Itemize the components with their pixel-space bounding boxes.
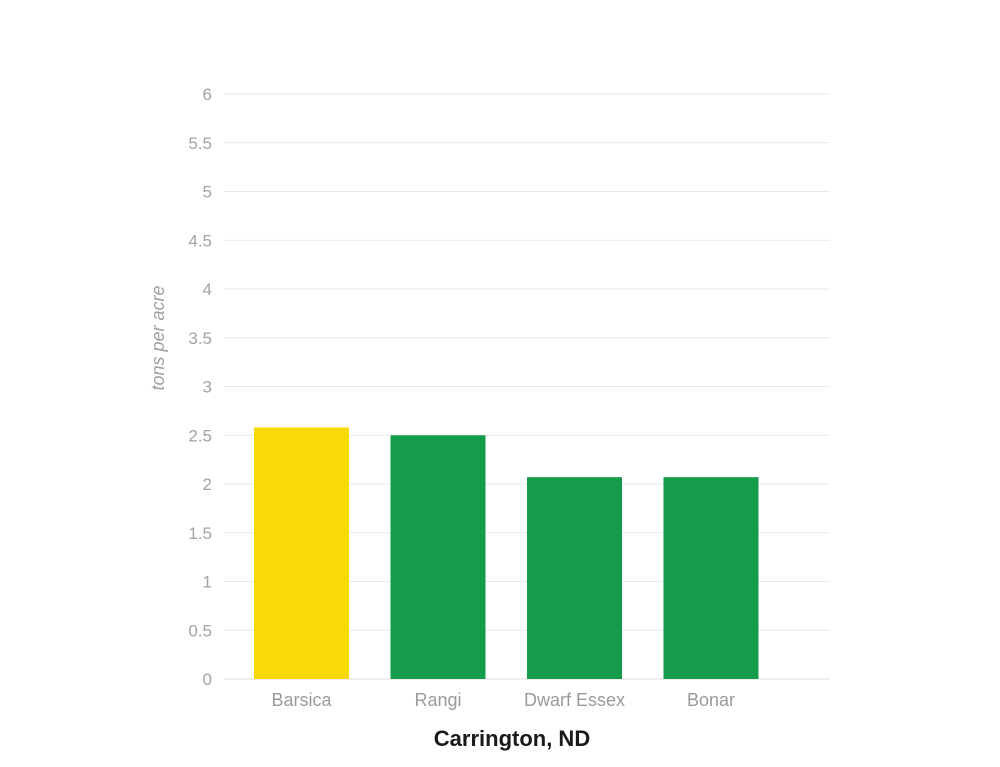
y-axis-ticks: 0 0.5 1 1.5 2 2.5 3 3.5 4 4.5 5 5.5 6 [188, 85, 212, 689]
bars [254, 427, 759, 679]
y-tick-label: 1.5 [188, 524, 212, 543]
y-tick-label: 0.5 [188, 621, 212, 640]
y-tick-label: 5 [203, 183, 212, 202]
bar-bonar [663, 477, 759, 679]
y-tick-label: 3 [203, 378, 212, 397]
x-tick-label: Dwarf Essex [524, 690, 625, 710]
y-tick-label: 0 [203, 670, 212, 689]
y-tick-label: 5.5 [188, 134, 212, 153]
y-tick-label: 2.5 [188, 426, 212, 445]
y-tick-label: 3.5 [188, 329, 212, 348]
y-tick-label: 2 [203, 475, 212, 494]
y-tick-label: 6 [203, 85, 212, 104]
x-axis-title: Carrington, ND [434, 726, 590, 751]
x-tick-label: Bonar [687, 690, 735, 710]
x-tick-label: Rangi [414, 690, 461, 710]
x-tick-label: Barsica [271, 690, 332, 710]
bar-rangi [390, 435, 486, 679]
bar-dwarf-essex [527, 477, 622, 679]
bar-barsica [254, 427, 349, 679]
y-axis-title: tons per acre [148, 285, 168, 390]
y-tick-label: 4 [203, 280, 212, 299]
y-tick-label: 4.5 [188, 231, 212, 250]
y-tick-label: 1 [203, 573, 212, 592]
x-axis-ticks: Barsica Rangi Dwarf Essex Bonar [271, 690, 735, 710]
